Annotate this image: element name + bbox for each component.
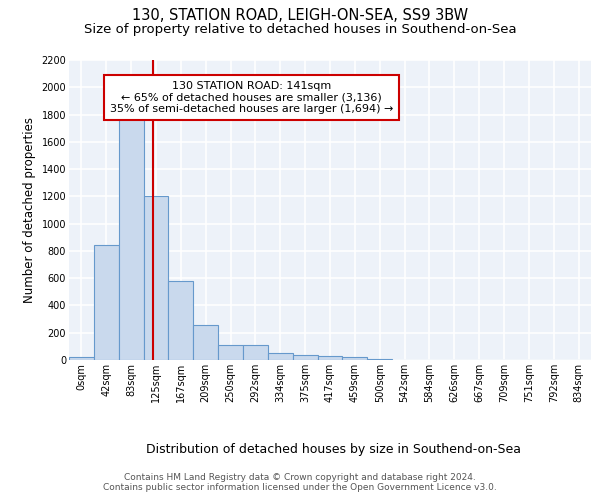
Text: Size of property relative to detached houses in Southend-on-Sea: Size of property relative to detached ho… — [83, 22, 517, 36]
Y-axis label: Number of detached properties: Number of detached properties — [23, 117, 36, 303]
Text: Distribution of detached houses by size in Southend-on-Sea: Distribution of detached houses by size … — [146, 442, 521, 456]
Bar — [243, 345, 268, 360]
Text: 130, STATION ROAD, LEIGH-ON-SEA, SS9 3BW: 130, STATION ROAD, LEIGH-ON-SEA, SS9 3BW — [132, 8, 468, 22]
Bar — [343, 358, 367, 360]
Bar — [119, 116, 143, 360]
Bar — [143, 196, 169, 360]
Bar — [69, 356, 94, 360]
Bar — [193, 324, 218, 360]
Text: 130 STATION ROAD: 141sqm
← 65% of detached houses are smaller (3,136)
35% of sem: 130 STATION ROAD: 141sqm ← 65% of detach… — [110, 81, 394, 114]
Bar — [94, 245, 119, 360]
Text: Contains HM Land Registry data © Crown copyright and database right 2024.
Contai: Contains HM Land Registry data © Crown c… — [103, 472, 497, 492]
Bar — [218, 345, 243, 360]
Bar — [293, 355, 317, 360]
Bar — [169, 281, 193, 360]
Bar — [317, 356, 343, 360]
Bar — [268, 353, 293, 360]
